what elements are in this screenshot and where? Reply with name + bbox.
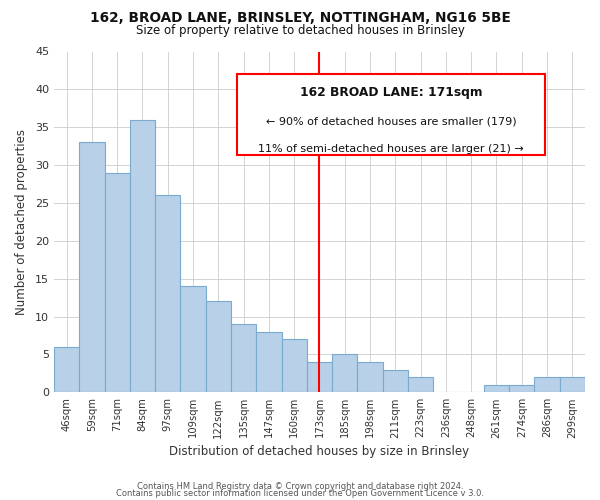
Text: 11% of semi-detached houses are larger (21) →: 11% of semi-detached houses are larger (… [258, 144, 524, 154]
Bar [509, 384, 535, 392]
Text: Contains public sector information licensed under the Open Government Licence v : Contains public sector information licen… [116, 489, 484, 498]
Bar [54, 347, 79, 393]
Bar [256, 332, 281, 392]
Text: 162, BROAD LANE, BRINSLEY, NOTTINGHAM, NG16 5BE: 162, BROAD LANE, BRINSLEY, NOTTINGHAM, N… [89, 12, 511, 26]
Bar [358, 362, 383, 392]
Text: 162 BROAD LANE: 171sqm: 162 BROAD LANE: 171sqm [300, 86, 482, 98]
Bar [281, 340, 307, 392]
Text: Contains HM Land Registry data © Crown copyright and database right 2024.: Contains HM Land Registry data © Crown c… [137, 482, 463, 491]
Bar [307, 362, 332, 392]
Bar [181, 286, 206, 393]
Bar [130, 120, 155, 392]
Bar [155, 196, 181, 392]
Bar [383, 370, 408, 392]
Y-axis label: Number of detached properties: Number of detached properties [15, 129, 28, 315]
Bar [560, 377, 585, 392]
Text: Size of property relative to detached houses in Brinsley: Size of property relative to detached ho… [136, 24, 464, 37]
Bar [79, 142, 104, 392]
Bar [408, 377, 433, 392]
Text: ← 90% of detached houses are smaller (179): ← 90% of detached houses are smaller (17… [266, 116, 517, 126]
Bar [206, 302, 231, 392]
Bar [332, 354, 358, 393]
Bar [535, 377, 560, 392]
Bar [484, 384, 509, 392]
Bar [104, 172, 130, 392]
X-axis label: Distribution of detached houses by size in Brinsley: Distribution of detached houses by size … [169, 444, 470, 458]
Bar [231, 324, 256, 392]
FancyBboxPatch shape [237, 74, 545, 156]
